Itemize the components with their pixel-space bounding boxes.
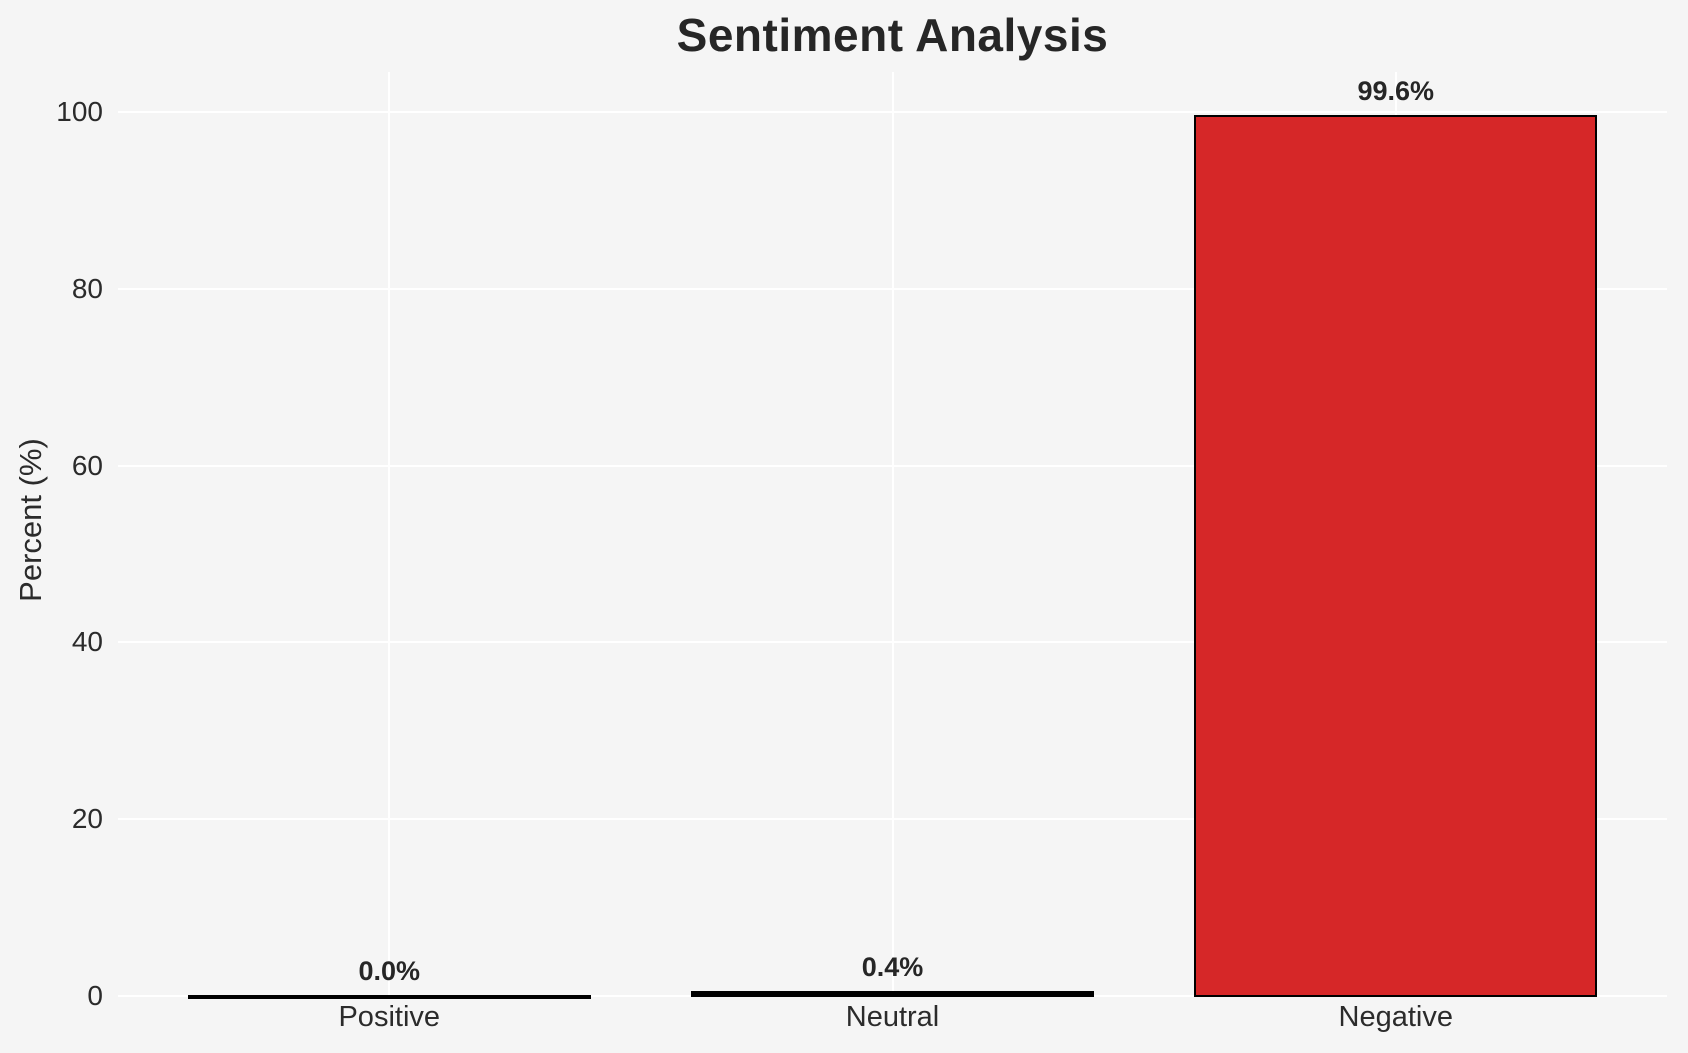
bar-value-label: 0.0% (358, 956, 421, 986)
y-tick-label: 80 (71, 272, 103, 304)
gridline-vertical (891, 72, 894, 996)
y-tick-label: 60 (71, 449, 103, 481)
bar-value-label: 99.6% (1357, 75, 1435, 106)
x-category-label: Neutral (845, 1001, 940, 1033)
gridline-vertical (388, 72, 391, 996)
bar-negative (1194, 114, 1598, 997)
bar-value-label: 0.4% (861, 952, 924, 983)
y-tick-label: 0 (87, 980, 103, 1011)
y-tick-label: 100 (56, 96, 103, 127)
bar-neutral (691, 991, 1094, 997)
y-tick-label: 40 (71, 626, 103, 658)
chart-title: Sentiment Analysis (676, 9, 1109, 61)
bar-positive (187, 995, 591, 999)
x-category-label: Negative (1338, 1001, 1453, 1033)
y-tick-label: 20 (71, 803, 103, 835)
x-category-label: Positive (338, 1001, 441, 1033)
